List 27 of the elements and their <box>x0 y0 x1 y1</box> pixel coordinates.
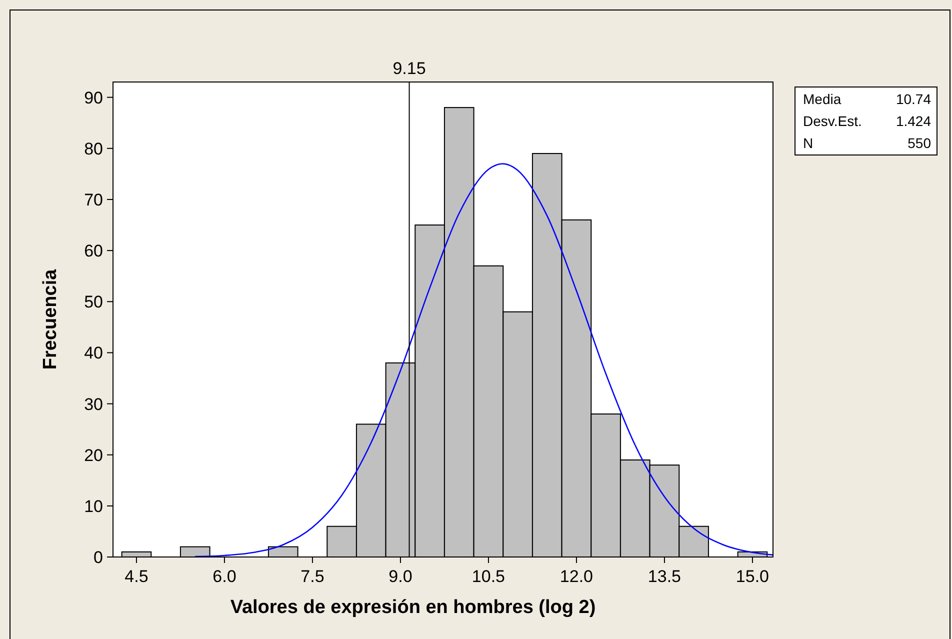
x-axis-title: Valores de expresión en hombres (log 2) <box>230 597 596 618</box>
x-tick-label: 6.0 <box>212 567 236 586</box>
text: 1.424 <box>896 113 932 129</box>
text: 10.74 <box>896 91 932 107</box>
y-axis-title: Frecuencia <box>40 268 61 370</box>
y-tick-label: 40 <box>84 344 103 363</box>
y-tick-label: 20 <box>84 446 103 465</box>
x-tick-label: 15.0 <box>736 567 770 586</box>
x-tick-label: 10.5 <box>472 567 506 586</box>
y-tick-label: 70 <box>84 190 103 210</box>
x-tick-label: 7.5 <box>300 567 324 586</box>
y-tick-label: 0 <box>94 548 103 567</box>
text: 550 <box>908 135 932 151</box>
text: Media <box>803 91 842 107</box>
y-tick-label: 10 <box>84 496 103 516</box>
y-tick-label: 80 <box>84 139 103 158</box>
x-tick-label: 9.0 <box>388 567 412 586</box>
x-tick-label: 4.5 <box>124 567 148 586</box>
y-tick-label: 30 <box>84 394 103 414</box>
text: N <box>803 135 814 151</box>
x-tick-label: 12.0 <box>560 567 594 586</box>
y-tick-label: 90 <box>84 88 103 108</box>
x-tick-label: 13.5 <box>648 567 682 586</box>
ref-line-label: 9.15 <box>392 59 426 78</box>
text: Desv.Est. <box>803 113 862 129</box>
y-tick-label: 60 <box>84 242 103 261</box>
y-tick-label: 50 <box>84 292 103 312</box>
